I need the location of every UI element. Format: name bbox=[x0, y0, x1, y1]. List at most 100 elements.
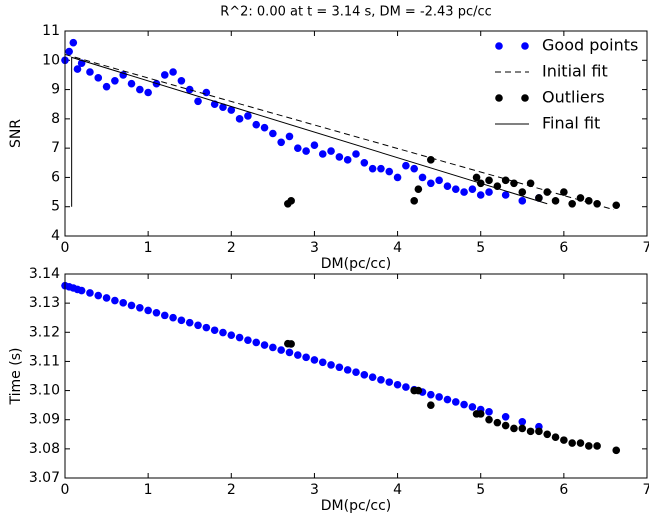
x-tick-label: 5 bbox=[476, 240, 485, 256]
good-point bbox=[144, 306, 152, 315]
outlier-point bbox=[501, 176, 510, 185]
x-tick-label: 6 bbox=[559, 482, 568, 498]
outlier-point bbox=[551, 433, 560, 442]
good-point bbox=[310, 356, 319, 364]
fit-line bbox=[64, 53, 614, 211]
good-point bbox=[318, 150, 327, 158]
good-point bbox=[210, 326, 219, 335]
good-point bbox=[277, 346, 285, 354]
good-point bbox=[343, 156, 352, 164]
outlier-point bbox=[576, 194, 585, 202]
outlier-point bbox=[414, 185, 423, 193]
good-point bbox=[185, 85, 194, 94]
good-point bbox=[302, 353, 310, 362]
good-point bbox=[302, 147, 310, 155]
good-point bbox=[476, 191, 485, 199]
x-tick-label: 5 bbox=[476, 482, 485, 498]
good-point bbox=[518, 417, 527, 426]
good-point bbox=[427, 179, 435, 188]
outlier-point bbox=[287, 197, 295, 205]
good-point bbox=[352, 150, 360, 158]
good-point bbox=[152, 308, 161, 317]
good-point bbox=[65, 47, 73, 56]
good-point bbox=[111, 76, 119, 85]
good-point bbox=[260, 341, 269, 349]
good-point bbox=[377, 164, 385, 173]
good-point bbox=[102, 294, 111, 302]
good-point bbox=[160, 71, 169, 79]
good-point bbox=[73, 65, 82, 73]
good-point bbox=[269, 343, 277, 352]
outlier-point bbox=[485, 415, 493, 424]
good-point bbox=[219, 103, 227, 111]
good-point bbox=[94, 291, 103, 300]
good-point bbox=[393, 380, 402, 389]
x-tick-label: 1 bbox=[144, 240, 153, 256]
x-tick-label: 7 bbox=[643, 482, 649, 498]
outlier-point bbox=[526, 427, 535, 436]
outlier-point bbox=[551, 197, 560, 205]
x-tick-label: 1 bbox=[144, 482, 153, 498]
good-point bbox=[294, 144, 302, 152]
good-point bbox=[194, 321, 202, 330]
good-point bbox=[285, 132, 294, 141]
outlier-point bbox=[568, 439, 576, 447]
good-point bbox=[485, 188, 493, 196]
x-tick-label: 2 bbox=[227, 240, 236, 256]
outlier-point bbox=[410, 197, 419, 205]
good-point bbox=[177, 316, 186, 325]
good-point bbox=[127, 79, 136, 88]
y-tick-label: 10 bbox=[42, 52, 60, 68]
axes-frame bbox=[64, 273, 648, 479]
x-tick-label: 2 bbox=[227, 482, 236, 498]
x-tick-label: 3 bbox=[310, 240, 319, 256]
outlier-point bbox=[427, 401, 435, 409]
good-point bbox=[285, 348, 294, 357]
outlier-point bbox=[568, 199, 576, 208]
good-point bbox=[468, 185, 477, 193]
good-point bbox=[518, 197, 527, 205]
good-point bbox=[94, 74, 103, 82]
outlier-point bbox=[585, 197, 593, 205]
good-point bbox=[294, 351, 302, 359]
outlier-point bbox=[543, 430, 552, 439]
legend-marker bbox=[521, 42, 529, 50]
good-point bbox=[501, 191, 510, 199]
y-tick-label: 5 bbox=[51, 199, 60, 215]
outlier-point bbox=[414, 386, 423, 395]
outlier-point bbox=[518, 188, 527, 196]
good-point bbox=[451, 185, 460, 193]
good-point bbox=[69, 38, 78, 47]
good-point bbox=[443, 395, 452, 404]
good-point bbox=[335, 363, 344, 372]
good-point bbox=[460, 400, 468, 409]
good-point bbox=[227, 331, 236, 340]
outlier-point bbox=[585, 442, 593, 450]
good-point bbox=[160, 311, 169, 320]
good-point bbox=[443, 182, 452, 191]
good-point bbox=[235, 333, 244, 342]
good-point bbox=[219, 328, 227, 337]
x-axis-label: DM(pc/cc) bbox=[321, 498, 391, 514]
good-point bbox=[402, 383, 410, 391]
y-tick-label: 3.10 bbox=[29, 383, 60, 399]
good-point bbox=[451, 398, 460, 406]
good-point bbox=[77, 286, 86, 295]
y-tick-label: 11 bbox=[42, 23, 60, 39]
good-point bbox=[227, 106, 236, 114]
x-tick-label: 7 bbox=[643, 240, 649, 256]
y-tick-label: 3.11 bbox=[29, 353, 60, 369]
good-point bbox=[202, 88, 211, 97]
outlier-point bbox=[472, 173, 481, 182]
legend-marker bbox=[495, 42, 503, 50]
chart-title: R^2: 0.00 at t = 3.14 s, DM = -2.43 pc/c… bbox=[220, 5, 492, 20]
good-point bbox=[136, 85, 144, 94]
good-point bbox=[360, 371, 369, 379]
y-axis-label: SNR bbox=[8, 119, 24, 148]
good-point bbox=[435, 176, 443, 185]
good-point bbox=[202, 323, 211, 332]
good-point bbox=[501, 413, 510, 421]
x-tick-label: 4 bbox=[393, 240, 402, 256]
y-tick-label: 3.09 bbox=[29, 412, 60, 428]
y-axis-label: Time (s) bbox=[8, 348, 24, 406]
